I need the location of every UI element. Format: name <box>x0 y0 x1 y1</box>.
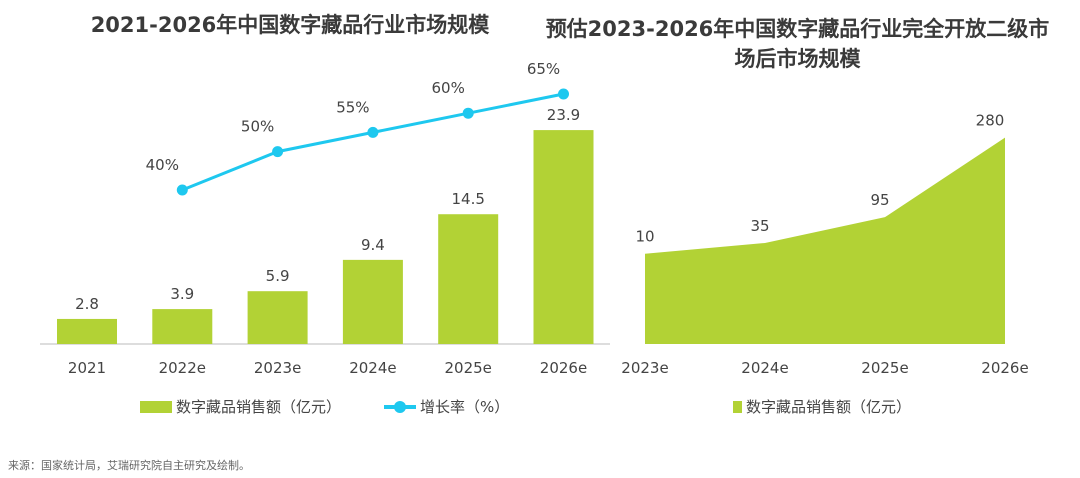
x-tick-label: 2024e <box>349 359 396 377</box>
x-tick-label: 2021 <box>68 359 106 377</box>
legend-bar-label: 数字藏品销售额（亿元） <box>176 398 342 416</box>
growth-point <box>462 107 474 119</box>
growth-line <box>181 92 564 192</box>
growth-value-label: 50% <box>241 118 274 136</box>
area-value-label: 95 <box>870 191 889 209</box>
bar-value-label: 14.5 <box>451 190 484 208</box>
left-legend-bar: 数字藏品销售额（亿元） <box>140 396 341 417</box>
legend-area-label: 数字藏品销售额（亿元） <box>746 398 912 416</box>
growth-point <box>176 184 188 196</box>
growth-value-label: 65% <box>527 60 560 78</box>
growth-point <box>558 88 569 100</box>
bar <box>533 130 594 344</box>
x-tick-label: 2023e <box>621 359 668 377</box>
bar <box>247 291 308 344</box>
growth-point <box>367 126 379 138</box>
area-value-label: 280 <box>976 112 1005 130</box>
area-value-label: 35 <box>750 217 769 235</box>
bar-value-label: 5.9 <box>266 267 290 285</box>
source-note: 来源：国家统计局，艾瑞研究院自主研究及绘制。 <box>8 459 250 472</box>
bar-value-label: 23.9 <box>547 106 580 124</box>
x-tick-label: 2023e <box>254 359 301 377</box>
right-legend: 数字藏品销售额（亿元） <box>733 396 911 417</box>
legend-line-label: 增长率（%） <box>420 398 510 416</box>
bar <box>152 309 213 344</box>
left-legend-line: 增长率（%） <box>384 396 509 417</box>
bar <box>57 318 117 344</box>
growth-point <box>272 146 284 158</box>
bar-value-label: 9.4 <box>361 236 385 254</box>
x-tick-label: 2026e <box>540 359 587 377</box>
growth-value-label: 60% <box>432 79 465 97</box>
x-tick-label: 2026e <box>981 359 1028 377</box>
x-tick-label: 2025e <box>444 359 491 377</box>
bar <box>342 259 403 344</box>
growth-value-label: 55% <box>336 98 369 116</box>
area-series <box>645 137 1005 344</box>
x-tick-label: 2024e <box>741 359 788 377</box>
bar-value-label: 2.8 <box>75 295 99 313</box>
legend-line-swatch <box>384 400 416 413</box>
x-tick-label: 2022e <box>159 359 206 377</box>
right-chart-title: 预估2023-2026年中国数字藏品行业完全开放二级市场后市场规模 <box>545 17 1050 71</box>
legend-bar-swatch <box>140 400 172 413</box>
bar-value-label: 3.9 <box>170 285 194 303</box>
area-value-label: 10 <box>635 228 654 246</box>
growth-value-label: 40% <box>146 156 179 174</box>
bar <box>438 214 499 344</box>
legend-area-swatch <box>733 400 742 413</box>
left-chart-title: 2021-2026年中国数字藏品行业市场规模 <box>90 13 490 37</box>
x-tick-label: 2025e <box>861 359 908 377</box>
